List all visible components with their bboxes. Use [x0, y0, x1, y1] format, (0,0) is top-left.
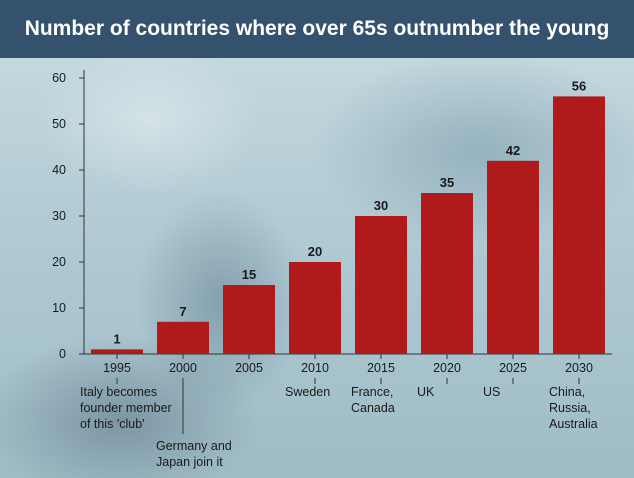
- annotation-2020: UK: [417, 384, 434, 400]
- annotation-2010: Sweden: [285, 384, 330, 400]
- y-tick-label: 50: [52, 117, 66, 131]
- annotation-line: China,: [549, 385, 586, 399]
- x-tick-label: 2030: [565, 361, 593, 375]
- y-tick-label: 10: [52, 301, 66, 315]
- annotation-line: UK: [417, 385, 435, 399]
- title-bar: Number of countries where over 65s outnu…: [0, 0, 634, 58]
- y-tick-label: 30: [52, 209, 66, 223]
- annotation-line: US: [483, 385, 501, 399]
- bar: [91, 349, 143, 354]
- bar: [223, 285, 275, 354]
- bar: [421, 193, 473, 354]
- annotation-line: Sweden: [285, 385, 331, 399]
- data-label: 20: [308, 244, 322, 259]
- annotation-line: Australia: [549, 417, 598, 431]
- annotation-2000: Germany and Japan join it: [156, 438, 232, 470]
- annotation-line: Canada: [351, 401, 395, 415]
- y-tick-label: 60: [52, 71, 66, 85]
- bar: [553, 96, 605, 355]
- annotation-1995: Italy becomes founder member of this 'club…: [80, 384, 172, 432]
- annotation-line: France,: [351, 385, 394, 399]
- annotation-line: founder member: [80, 401, 172, 415]
- data-label: 30: [374, 198, 388, 213]
- annotation-2030: China, Russia, Australia: [549, 384, 598, 432]
- annotation-line: Italy becomes: [80, 385, 158, 399]
- annotation-line: Russia,: [549, 401, 591, 415]
- x-tick-label: 2015: [367, 361, 395, 375]
- annotation-line: of this 'club': [80, 417, 145, 431]
- x-tick-label: 2000: [169, 361, 197, 375]
- x-tick-label: 2010: [301, 361, 329, 375]
- annotation-2025: US: [483, 384, 500, 400]
- x-tick-label: 2020: [433, 361, 461, 375]
- data-label: 1: [113, 331, 120, 346]
- chart-title: Number of countries where over 65s outnu…: [24, 17, 610, 40]
- annotation-line: Japan join it: [156, 455, 223, 469]
- data-label: 35: [440, 175, 454, 190]
- y-tick-label: 0: [59, 347, 66, 361]
- x-tick-label: 2025: [499, 361, 527, 375]
- bar: [487, 160, 539, 354]
- annotation-2015: France, Canada: [351, 384, 395, 416]
- bar: [157, 321, 209, 354]
- bar: [289, 262, 341, 354]
- bar: [355, 216, 407, 354]
- data-label: 15: [242, 267, 256, 282]
- y-tick-label: 40: [52, 163, 66, 177]
- annotation-line: Germany and: [156, 439, 232, 453]
- x-tick-label: 2005: [235, 361, 263, 375]
- x-tick-label: 1995: [103, 361, 131, 375]
- data-label: 42: [506, 143, 520, 158]
- data-label: 56: [572, 78, 586, 93]
- data-label: 7: [179, 304, 186, 319]
- y-tick-label: 20: [52, 255, 66, 269]
